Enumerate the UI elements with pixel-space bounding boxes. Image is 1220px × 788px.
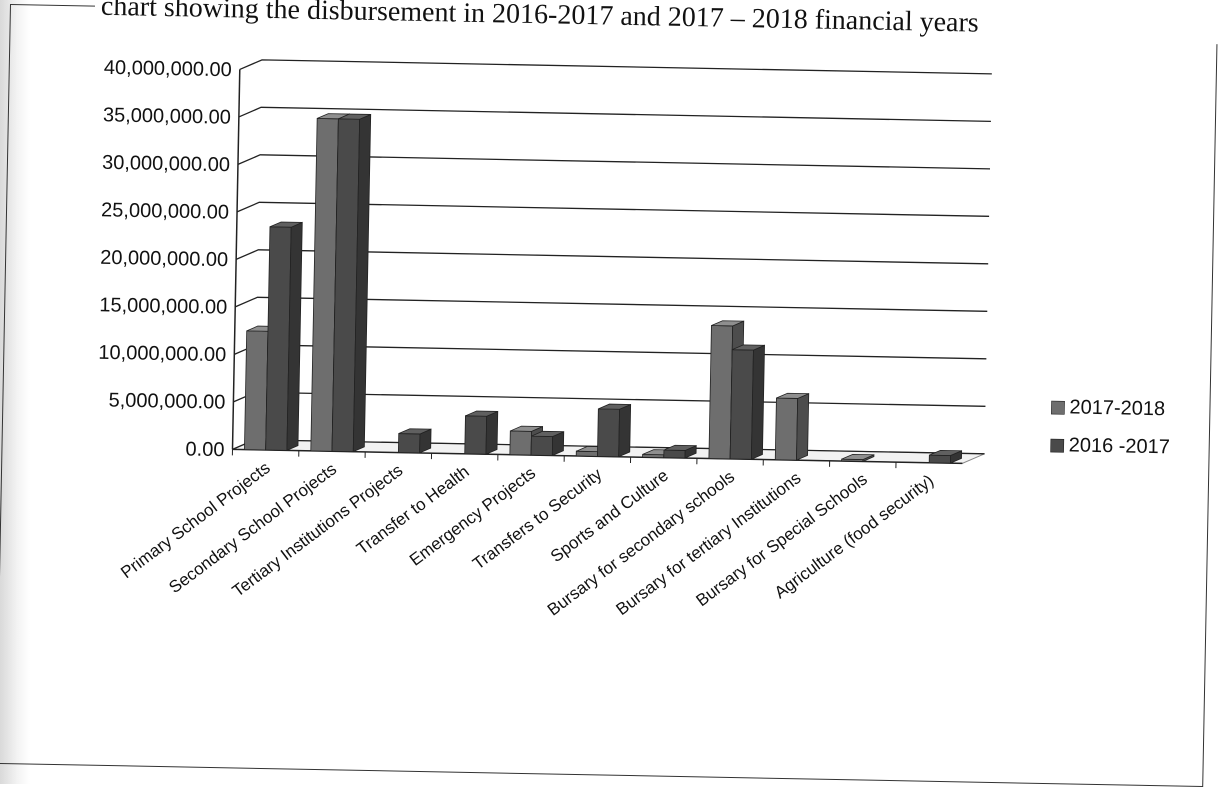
chart-plot: 0.00 5,000,000.00 10,000,000.00 15,000,000.… [0, 5, 1211, 768]
bar-front [531, 436, 553, 455]
x-tick-label: Transfer to Health [353, 462, 473, 559]
chart-frame: chart showing the disbursement in 2016-2… [0, 4, 1218, 787]
legend-swatch [1051, 401, 1064, 414]
x-tick-label: Sports and Culture [547, 466, 672, 566]
y-axis [232, 69, 239, 449]
y-tick-label: 25,000,000.00 [101, 199, 229, 223]
bar-side [619, 404, 631, 457]
y-tick-label: 10,000,000.00 [98, 342, 226, 366]
x-tick-label: Emergency Projects [406, 463, 539, 570]
bar-side [751, 345, 764, 459]
bar-front [465, 416, 487, 454]
x-tick-label: Transfers to Security [469, 464, 606, 573]
bar-front [576, 451, 597, 456]
legend-swatch [1051, 439, 1064, 452]
bar-front [664, 450, 685, 458]
bar-front [597, 409, 619, 457]
bar-side [486, 411, 498, 454]
legend-label: 2017-2018 [1069, 396, 1165, 420]
legend-label: 2016 -2017 [1069, 434, 1171, 458]
bar-front [510, 431, 532, 455]
bar-front [730, 350, 753, 460]
y-tick-label: 35,000,000.00 [103, 104, 231, 128]
bar-front [244, 331, 268, 450]
gridline [240, 59, 992, 83]
bar-front [929, 455, 950, 463]
y-tick-label: 0.00 [185, 438, 224, 461]
bar-side [796, 393, 808, 460]
bar-front [709, 326, 733, 459]
y-tick-label: 30,000,000.00 [102, 152, 230, 176]
y-tick-label: 40,000,000.00 [104, 57, 232, 81]
bar-front [398, 434, 420, 453]
y-tick-label: 5,000,000.00 [108, 389, 225, 413]
y-tick-label: 20,000,000.00 [100, 247, 228, 271]
y-tick-label: 15,000,000.00 [99, 294, 227, 318]
bar-front [775, 398, 797, 460]
